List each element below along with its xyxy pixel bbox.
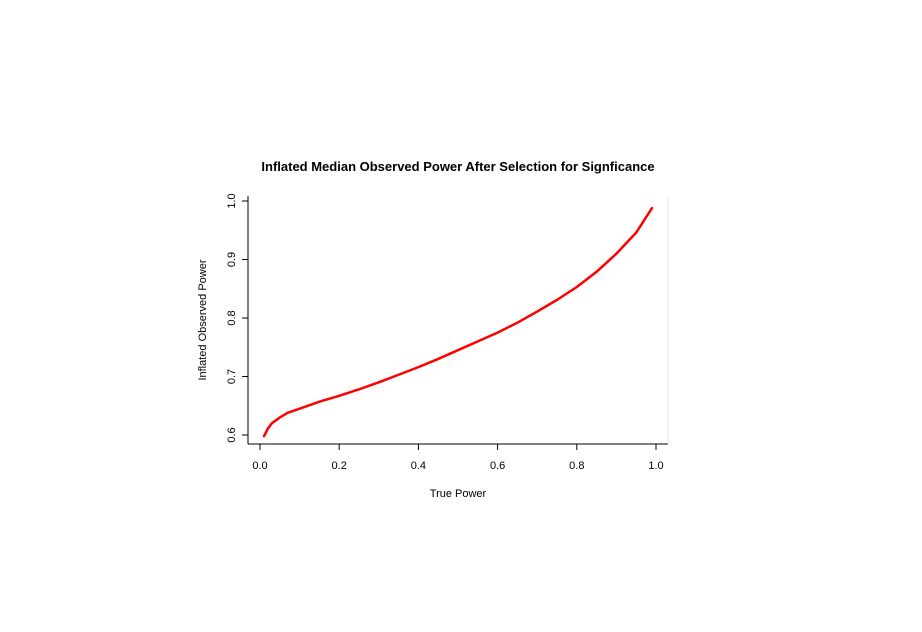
x-tick-label: 0.0 [252, 460, 267, 472]
y-tick-label: 1.0 [226, 193, 238, 208]
x-tick-label: 0.4 [411, 460, 426, 472]
y-ticks: 0.6 0.7 0.8 0.9 1.0 [226, 193, 248, 443]
y-tick-label: 0.8 [226, 310, 238, 325]
y-tick-label: 0.6 [226, 427, 238, 442]
x-tick-label: 0.6 [490, 460, 505, 472]
x-ticks: 0.0 0.2 0.4 0.6 0.8 1.0 [252, 444, 664, 472]
chart-title: Inflated Median Observed Power After Sel… [261, 159, 654, 174]
x-tick-label: 0.8 [569, 460, 584, 472]
x-tick-label: 1.0 [648, 460, 663, 472]
y-axis-label: Inflated Observed Power [197, 259, 209, 380]
plot-area: 0.0 0.2 0.4 0.6 0.8 1.0 0.6 0.7 0.8 0.9 1.0 [226, 193, 669, 472]
x-axis-label: True Power [430, 488, 487, 500]
y-tick-label: 0.7 [226, 369, 238, 384]
y-tick-label: 0.9 [226, 252, 238, 267]
x-tick-label: 0.2 [332, 460, 347, 472]
series-line [262, 206, 654, 438]
